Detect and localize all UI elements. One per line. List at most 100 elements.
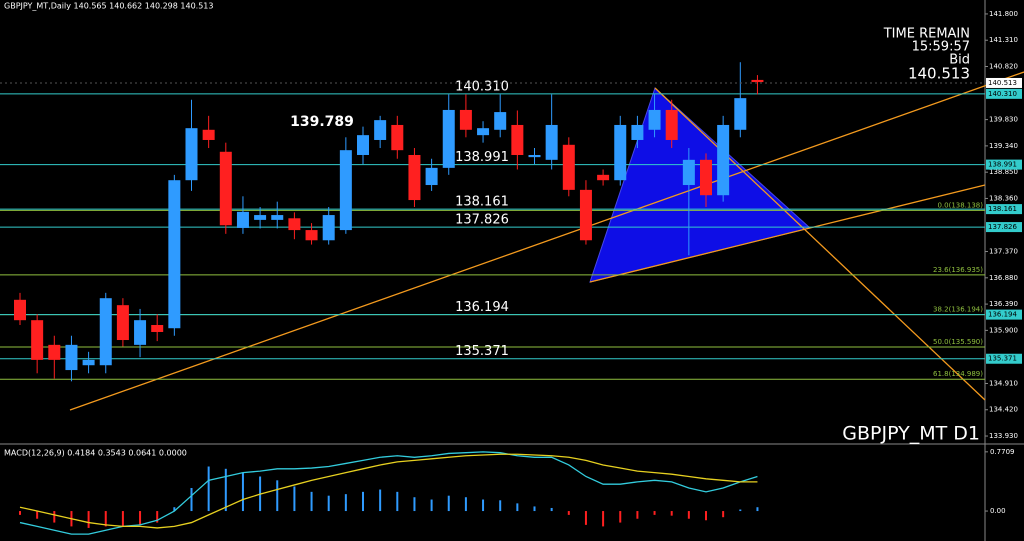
macd-bar [739, 509, 742, 512]
macd-bar [53, 511, 56, 523]
y-tick-label: 134.420 [989, 406, 1018, 414]
macd-bar [19, 511, 21, 515]
candle-body [614, 124, 627, 181]
candle-body [717, 124, 730, 196]
level-label: 138.991 [455, 150, 509, 165]
macd-bar [310, 491, 313, 512]
candle-body [459, 109, 472, 130]
candle-body [511, 124, 524, 155]
candle-body [168, 180, 181, 329]
y-tick-label: 141.800 [989, 10, 1018, 18]
level-label: 135.371 [455, 344, 509, 359]
level-price-box [986, 159, 1022, 170]
macd-bar [87, 511, 90, 528]
macd-bar [464, 497, 467, 512]
macd-bar [550, 507, 553, 512]
fib-label: 38.2(136.194) [933, 306, 983, 314]
y-tick-label: 136.880 [989, 274, 1018, 282]
y-tick-label: 140.820 [989, 63, 1018, 71]
candle-body [202, 129, 215, 140]
macd-bar [224, 468, 227, 512]
y-tick-label: 141.310 [989, 36, 1018, 44]
symbol-label: GBPJPY_MT D1 [842, 423, 980, 445]
macd-bar [430, 499, 433, 512]
macd-bar [687, 511, 690, 519]
candle-body [751, 79, 764, 83]
candle-body [734, 98, 747, 130]
candle-body [494, 112, 507, 130]
level-price-box [986, 204, 1022, 215]
candle-body [357, 135, 369, 155]
candle-body [134, 320, 147, 345]
candle-body [597, 174, 610, 181]
macd-line [19, 451, 758, 535]
y-tick-label: 138.850 [989, 168, 1018, 176]
macd-title: MACD(12,26,9) 0.4184 0.3543 0.0641 0.000… [4, 449, 187, 458]
level-label: 136.194 [455, 300, 509, 315]
candle-body [254, 215, 267, 220]
candle-body [322, 215, 335, 241]
time-remain: 15:59:57 [912, 40, 970, 55]
fib-label: 0.0(138.138) [937, 201, 983, 209]
level-label: 138.161 [455, 195, 509, 210]
trend-line [654, 87, 986, 401]
macd-bar [447, 495, 450, 512]
macd-bar [396, 491, 399, 512]
macd-bar [139, 511, 142, 525]
candle-body [271, 215, 284, 220]
macd-bar [584, 511, 587, 525]
macd-bar [293, 486, 296, 512]
macd-bar [516, 503, 519, 512]
candle-body [528, 154, 541, 158]
macd-bar [241, 472, 244, 512]
level-price-box [986, 222, 1022, 233]
y-tick-label: 139.340 [989, 142, 1018, 150]
candle-body [116, 305, 129, 341]
candle-body [631, 124, 644, 140]
trend-line [69, 71, 1024, 411]
macd-line [19, 453, 758, 529]
candle-body [339, 150, 352, 231]
candle-body [236, 211, 249, 228]
bid-label: Bid [949, 53, 970, 68]
y-tick-label: 139.830 [989, 116, 1018, 124]
level-price-box [986, 88, 1022, 99]
annotation: 139.789 [290, 114, 354, 130]
macd-bar [722, 511, 725, 518]
macd-bar [156, 511, 159, 523]
macd-bar [602, 511, 605, 527]
fib-label: 23.6(136.935) [933, 266, 983, 274]
y-tick-label: 136.390 [989, 300, 1018, 308]
bid-value: 140.513 [908, 65, 970, 83]
bid-box [986, 77, 1022, 88]
candle-body [14, 299, 26, 321]
candle-body [562, 144, 575, 190]
macd-bar [207, 466, 210, 512]
level-price-label: 138.991 [988, 161, 1017, 169]
macd-bar [705, 511, 707, 521]
macd-bar [344, 494, 347, 512]
candle-body [648, 109, 661, 130]
macd-bar [636, 511, 639, 519]
macd-bar [121, 511, 124, 527]
candle-body [219, 151, 232, 226]
candle-body [442, 109, 455, 168]
macd-bar [482, 499, 485, 512]
candle-body [700, 159, 712, 196]
level-price-label: 138.161 [988, 205, 1017, 213]
bid-box-label: 140.513 [988, 79, 1017, 87]
level-price-label: 136.194 [988, 311, 1017, 319]
candle-body [579, 189, 592, 241]
y-tick-label: 137.370 [989, 248, 1018, 256]
candle-body [682, 159, 695, 186]
macd-tick-label: 0.7709 [990, 448, 1015, 456]
level-price-label: 137.826 [988, 223, 1017, 231]
level-price-label: 140.310 [988, 90, 1017, 98]
level-price-label: 135.371 [988, 355, 1017, 363]
candle-body [82, 359, 95, 366]
level-label: 140.310 [455, 79, 509, 94]
macd-bar [276, 480, 279, 512]
macd-bar [619, 511, 622, 523]
candle-body [391, 124, 404, 151]
